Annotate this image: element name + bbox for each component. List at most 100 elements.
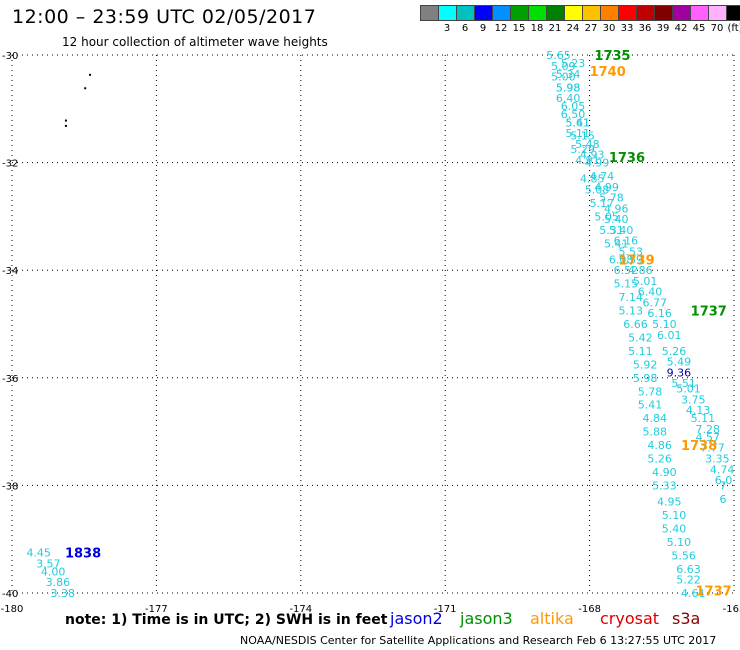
wave-height-label: 5.40: [662, 522, 687, 535]
wave-height-label: 5.40: [604, 213, 629, 226]
wave-height-label: 5.42: [628, 331, 653, 344]
wave-height-label: 6.16: [647, 307, 672, 320]
scale-label: 36: [638, 23, 652, 34]
x-tick-label: -165: [723, 604, 740, 615]
scale-label: 24: [566, 23, 580, 34]
wave-height-label: 5.22: [676, 574, 701, 587]
scale-label: 9: [479, 23, 487, 34]
chart-title: 12:00 – 23:59 UTC 02/05/2017: [12, 6, 317, 28]
x-tick-label: -177: [145, 604, 168, 615]
wave-height-label: 5.41: [604, 237, 629, 250]
time-label: 1736: [609, 151, 645, 166]
wave-height-label: 6: [720, 493, 727, 506]
wave-height-label: 4.61: [681, 587, 706, 600]
wave-height-label: 6.08: [609, 253, 634, 266]
wave-height-label: 6.66: [623, 318, 648, 331]
wave-height-label: 4.74: [590, 170, 615, 183]
x-tick-label: -168: [578, 604, 601, 615]
wave-height-label: 5.10: [652, 318, 677, 331]
scale-label: 70: [710, 23, 724, 34]
wave-height-label: 6.0: [715, 474, 733, 487]
data-point: [64, 119, 67, 122]
x-tick-label: -171: [434, 604, 457, 615]
wave-height-label: 4.57: [695, 431, 720, 444]
wave-height-label: 5.59: [618, 253, 643, 266]
wave-height-label: 5.92: [633, 358, 658, 371]
x-tick-label: -180: [1, 604, 24, 615]
wave-height-label: 5.26: [647, 453, 672, 466]
time-label: 1735: [594, 49, 630, 64]
mission-jason2: jason2: [390, 609, 443, 628]
wave-height-label: 5.78: [599, 192, 624, 205]
credit-line: NOAA/NESDIS Center for Satellite Applica…: [240, 634, 717, 647]
wave-height-label: 5.23: [561, 57, 586, 70]
wave-height-label: 7.28: [695, 423, 720, 436]
wave-height-label: 5.31: [599, 224, 624, 237]
chart-subtitle: 12 hour collection of altimeter wave hei…: [62, 35, 328, 49]
wave-height-label: 4.84: [643, 412, 668, 425]
wave-height-label: 3.75: [681, 393, 706, 406]
scale-label: (ft): [727, 23, 740, 34]
data-point: [84, 87, 87, 90]
wave-height-label: 5.40: [609, 224, 634, 237]
scale-label: 21: [548, 23, 562, 34]
wave-height-label: 5.00: [551, 71, 576, 84]
wave-height-label: 5.98: [633, 372, 658, 385]
wave-height-label: 6.05: [561, 100, 586, 113]
y-tick-label: -38: [2, 481, 18, 492]
wave-height-label: 7.14: [618, 291, 643, 304]
scale-label: 15: [512, 23, 526, 34]
wave-height-label: 5.29: [570, 143, 595, 156]
x-tick-label: -174: [289, 604, 312, 615]
wave-height-label: 4.99: [585, 157, 610, 170]
scale-label: 39: [656, 23, 670, 34]
wave-height-label: 4.91: [575, 154, 600, 167]
wave-height-label: 5.09: [551, 60, 576, 73]
wave-height-label: 4.93: [580, 149, 605, 162]
wave-height-label: 5.11: [628, 345, 653, 358]
scale-label: 45: [692, 23, 706, 34]
wave-height-label: 6.77: [643, 296, 668, 309]
wave-height-label: 5.17: [590, 197, 615, 210]
y-tick-label: -30: [2, 51, 18, 62]
wave-height-label: 5.26: [662, 345, 687, 358]
wave-height-label: 6.63: [676, 563, 701, 576]
wave-height-label: 6.52: [614, 264, 639, 277]
wave-height-label: 5.10: [662, 509, 687, 522]
wave-height-label: 5.41: [638, 399, 663, 412]
wave-height-label: 5.05: [594, 210, 619, 223]
y-tick-label: -40: [2, 589, 18, 600]
time-label: 1740: [590, 65, 626, 80]
wave-height-label: 5.10: [667, 536, 692, 549]
mission-jason3: jason3: [460, 609, 513, 628]
wave-height-label: 5.11: [566, 127, 591, 140]
wave-height-label: 4.96: [604, 202, 629, 215]
data-point: [89, 73, 92, 76]
y-tick-label: -36: [2, 374, 18, 385]
wave-height-label: 5.56: [671, 549, 696, 562]
wave-height-label: 9.36: [667, 366, 692, 379]
wave-height-label: 5.61: [566, 116, 591, 129]
wave-height-label: 7.77: [700, 442, 725, 455]
wave-height-label: 4.86: [647, 439, 672, 452]
wave-height-label: 4.00: [41, 565, 66, 578]
scale-label: 12: [494, 23, 508, 34]
wave-height-label: 5.88: [643, 426, 668, 439]
scale-label: 30: [602, 23, 616, 34]
scale-label: 18: [530, 23, 544, 34]
time-label: 1838: [65, 547, 101, 562]
scale-label: 33: [620, 23, 634, 34]
wave-height-label: 5.41: [566, 116, 591, 129]
wave-height-label: 5.48: [575, 138, 600, 151]
wave-height-label: 4.74: [710, 463, 735, 476]
scale-label: 6: [461, 23, 469, 34]
wave-height-label: 5.53: [618, 245, 643, 258]
mission-s3a: s3a: [672, 609, 701, 628]
wave-height-label: 5.49: [667, 356, 692, 369]
time-label: 1738: [681, 439, 717, 454]
wave-height-label: 3.86: [46, 576, 70, 589]
wave-height-label: 5.65: [546, 49, 571, 62]
wave-height-label: 5.01: [633, 275, 658, 288]
wave-height-label: 5.01: [676, 383, 701, 396]
